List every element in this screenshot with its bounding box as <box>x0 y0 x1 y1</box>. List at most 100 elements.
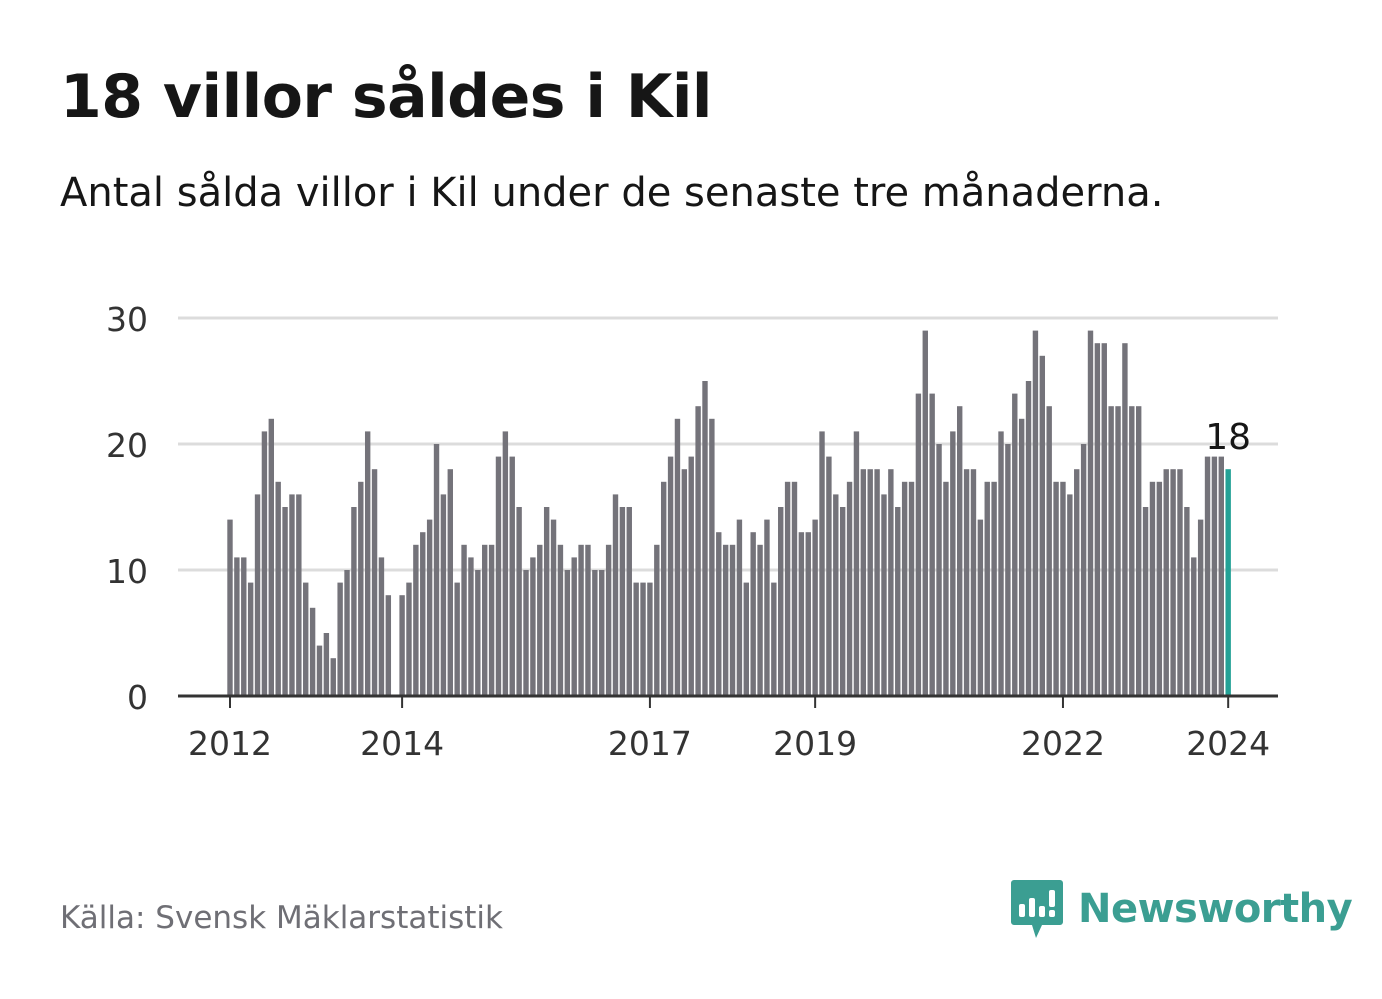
x-tick-label: 2017 <box>608 724 692 763</box>
bar <box>936 444 942 696</box>
bar <box>791 481 798 696</box>
bar <box>447 469 453 696</box>
bar <box>1012 393 1018 696</box>
bar <box>564 570 571 696</box>
bars <box>227 330 1231 696</box>
bar <box>874 469 880 696</box>
bar <box>461 544 467 696</box>
bar <box>1204 456 1211 696</box>
bar <box>826 456 832 696</box>
bar <box>1087 330 1094 696</box>
chart-title: 18 villor såldes i Kil <box>60 62 713 132</box>
y-tick-label: 30 <box>106 300 148 339</box>
bar <box>950 431 956 696</box>
bar <box>1032 330 1039 696</box>
bar <box>915 393 922 696</box>
y-tick-label: 10 <box>106 552 148 591</box>
bar <box>716 532 722 696</box>
brand-logo: Newsworthy <box>1010 878 1353 940</box>
bar <box>282 507 288 696</box>
bar <box>963 469 970 696</box>
x-axis-ticks: 2012 2014 2017 2019 2022 2024 <box>188 696 1270 763</box>
bar <box>495 456 502 696</box>
bar <box>853 431 860 696</box>
bar <box>296 494 302 696</box>
x-tick-label: 2022 <box>1021 724 1105 763</box>
x-tick-label: 2012 <box>188 724 272 763</box>
bar <box>798 532 805 696</box>
bar <box>784 481 791 696</box>
bar <box>234 557 240 696</box>
bar <box>399 595 405 696</box>
bar <box>440 494 447 696</box>
bar <box>619 507 626 696</box>
bar <box>268 418 274 696</box>
bar <box>984 481 990 696</box>
bar <box>1156 481 1163 696</box>
bar <box>426 519 433 696</box>
bar <box>509 456 515 696</box>
bar <box>385 595 392 696</box>
bar <box>227 519 233 696</box>
bar <box>977 519 984 696</box>
bar <box>475 570 481 696</box>
bar <box>1211 456 1218 696</box>
bar <box>1080 444 1087 696</box>
bar <box>1060 481 1066 696</box>
bar <box>660 481 667 696</box>
bar <box>647 582 653 696</box>
bar <box>688 456 694 696</box>
x-tick-label: 2024 <box>1186 724 1270 763</box>
bar <box>323 633 330 696</box>
bar <box>289 494 295 696</box>
bar <box>888 469 894 696</box>
bar <box>1218 456 1224 696</box>
bar <box>757 544 763 696</box>
bar <box>702 381 708 696</box>
bar <box>1135 406 1142 696</box>
bar <box>929 393 935 696</box>
bar <box>709 418 715 696</box>
bar <box>1197 519 1204 696</box>
bar <box>695 406 701 696</box>
bar <box>358 481 364 696</box>
bar <box>1067 494 1073 696</box>
bar <box>736 519 743 696</box>
bar <box>550 519 557 696</box>
bar <box>364 431 371 696</box>
bar <box>468 557 474 696</box>
bar <box>970 469 977 696</box>
bar <box>778 507 784 696</box>
bar <box>640 582 646 696</box>
bar <box>1129 406 1135 696</box>
bar <box>1046 406 1052 696</box>
bar <box>502 431 509 696</box>
bar <box>241 557 247 696</box>
bar <box>674 418 681 696</box>
y-tick-label: 0 <box>127 678 148 717</box>
bar <box>371 469 378 696</box>
bar <box>406 582 412 696</box>
y-axis-labels: 0 10 20 30 <box>106 300 148 717</box>
bar <box>420 532 426 696</box>
bar <box>722 544 729 696</box>
bar <box>592 570 598 696</box>
x-tick-label: 2019 <box>773 724 857 763</box>
bar <box>771 582 777 696</box>
bar <box>1074 469 1080 696</box>
bar <box>275 481 281 696</box>
bar <box>557 544 564 696</box>
bar <box>261 431 268 696</box>
bar <box>516 507 522 696</box>
bar <box>254 494 261 696</box>
bar <box>585 544 591 696</box>
bar <box>330 658 336 696</box>
bar <box>578 544 584 696</box>
bar <box>895 507 901 696</box>
bar <box>1184 507 1190 696</box>
bar <box>1149 481 1156 696</box>
bar-chart: 0 10 20 30 2012 2014 2017 2019 2022 2024 18 <box>106 300 1278 763</box>
bar <box>433 444 440 696</box>
bar <box>605 544 612 696</box>
bar <box>303 582 309 696</box>
